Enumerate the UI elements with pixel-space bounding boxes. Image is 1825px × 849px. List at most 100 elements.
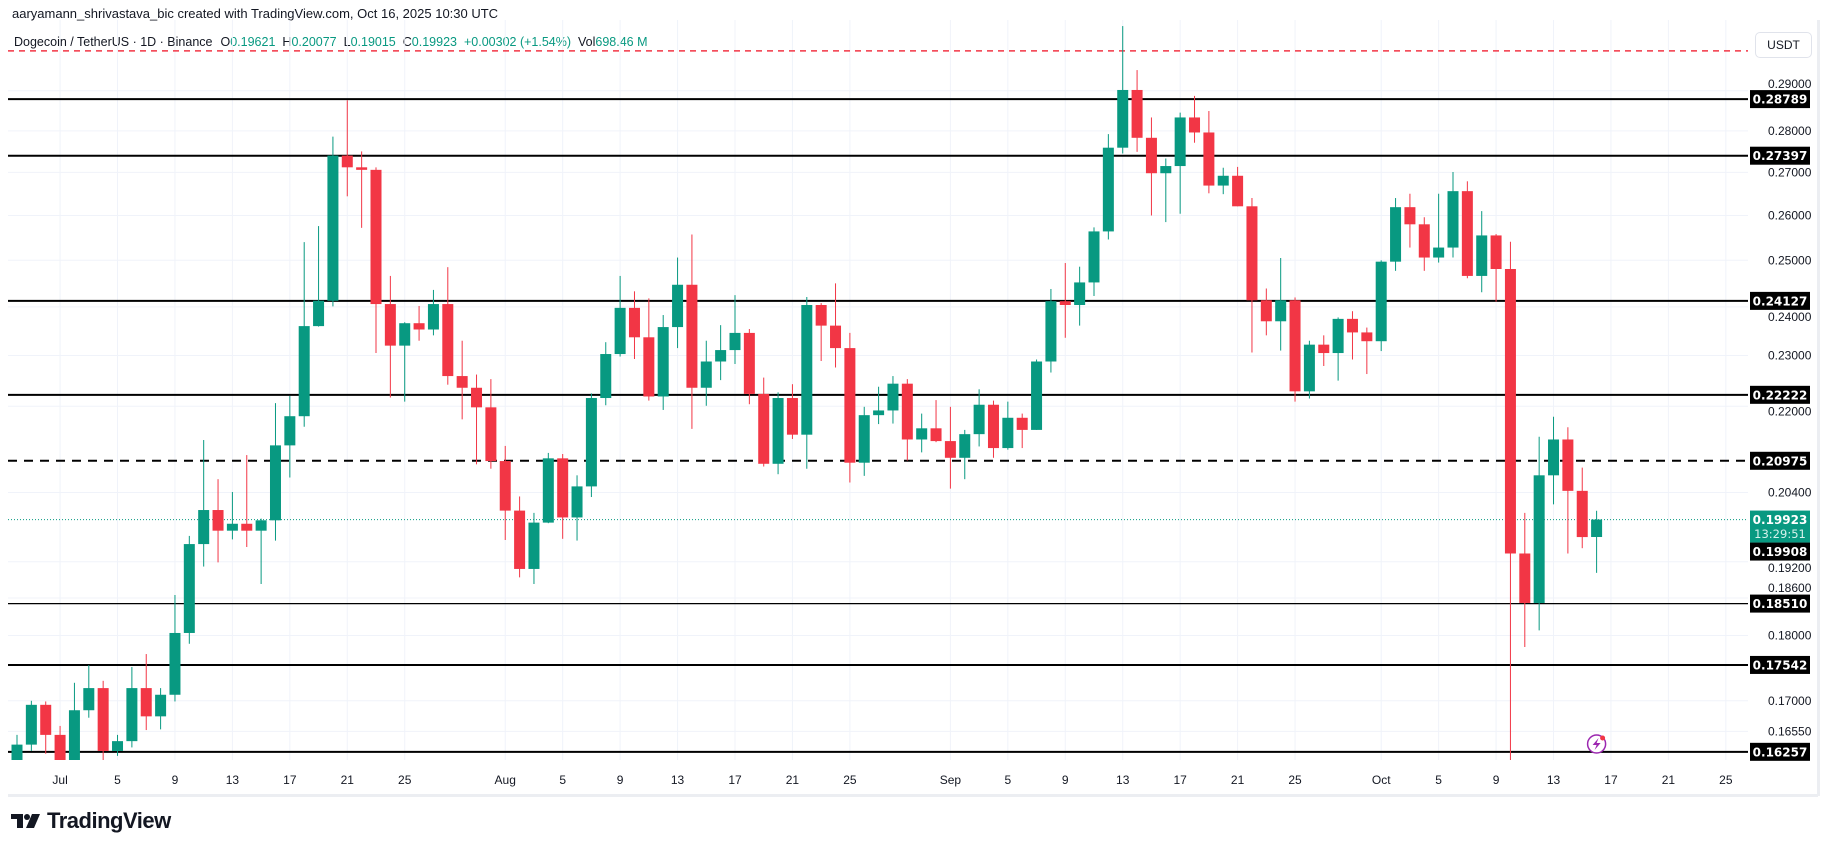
- candle-down: [815, 303, 827, 361]
- candle-up: [1433, 193, 1445, 263]
- candle-down: [499, 445, 511, 540]
- candle-up: [959, 429, 971, 480]
- level-price-label: 0.16257: [1750, 742, 1810, 761]
- candle-body: [1346, 318, 1358, 333]
- candle-body: [772, 398, 784, 464]
- candle-down: [1203, 111, 1215, 194]
- candle-body: [11, 744, 23, 760]
- candle-up: [729, 295, 741, 364]
- candle-up: [1303, 340, 1315, 399]
- candle-down: [413, 305, 425, 341]
- candle-down: [1576, 467, 1588, 549]
- candle-body: [786, 398, 798, 435]
- candle-body: [614, 307, 626, 355]
- extra-price-label-text: 0.19908: [1753, 545, 1808, 559]
- candle-up: [1332, 317, 1344, 381]
- candle-up: [585, 393, 597, 498]
- lightning-icon[interactable]: [1586, 734, 1607, 754]
- candle-down: [830, 283, 842, 368]
- high-value: 0.20077: [291, 35, 337, 49]
- level-price-label-bg: [1750, 451, 1810, 470]
- candle-down: [1346, 311, 1358, 360]
- candle-body: [112, 741, 124, 751]
- price-axis[interactable]: 0.29000 0.28000 0.27000 0.26000 0.25000 0.240…: [1750, 77, 1812, 761]
- candle-body: [413, 323, 425, 330]
- candle-body: [1160, 166, 1172, 174]
- candle-down: [471, 374, 483, 465]
- candle-body: [1461, 191, 1473, 276]
- candle-up: [327, 136, 339, 307]
- candle-up: [1160, 158, 1172, 223]
- candle-down: [356, 151, 368, 228]
- symbol-name[interactable]: Dogecoin / TetherUS · 1D · Binance: [14, 35, 213, 49]
- candle-body: [471, 387, 483, 408]
- candle-up: [887, 376, 899, 424]
- candle-body: [528, 522, 540, 569]
- candle-body: [1217, 175, 1229, 186]
- candle-body: [743, 332, 755, 394]
- price-tick-label: 0.23000: [1768, 349, 1812, 363]
- candle-up: [126, 667, 138, 748]
- time-tick-label: 9: [1493, 773, 1500, 787]
- candle-body: [542, 458, 554, 523]
- level-price-label: 0.24127: [1750, 291, 1810, 310]
- level-price-label-text: 0.27397: [1753, 149, 1808, 163]
- candle-body: [973, 404, 985, 435]
- candle-up: [255, 518, 267, 585]
- candle-body: [298, 326, 310, 417]
- candle-up: [1275, 258, 1287, 351]
- candle-body: [557, 458, 569, 518]
- candle-body: [628, 307, 640, 338]
- candle-down: [643, 298, 655, 401]
- candle-body: [126, 688, 138, 742]
- candle-up: [83, 665, 95, 718]
- current-price-bg: [1750, 510, 1810, 543]
- candle-body: [571, 486, 583, 518]
- candle-up: [269, 403, 281, 541]
- candle-down: [1145, 117, 1157, 216]
- volume-value: 698.46 M: [595, 35, 648, 49]
- candle-up: [1117, 26, 1129, 154]
- candle-body: [1562, 439, 1574, 491]
- currency-button[interactable]: USDT: [1755, 32, 1812, 58]
- candle-up: [858, 406, 870, 476]
- time-tick-label: Sep: [940, 773, 962, 787]
- candle-body: [1203, 132, 1215, 186]
- candle-up: [1533, 436, 1545, 631]
- logo-text: TradingView: [47, 808, 171, 833]
- candle-body: [169, 632, 181, 695]
- candle-down: [987, 400, 999, 458]
- time-tick-label: 9: [617, 773, 624, 787]
- candle-body: [40, 704, 52, 735]
- candle-body: [384, 304, 396, 346]
- candle-body: [1591, 519, 1603, 538]
- tradingview-logo: TradingView: [11, 808, 171, 834]
- candle-body: [959, 434, 971, 458]
- candle-up: [1002, 401, 1014, 450]
- candle-body: [916, 428, 928, 440]
- candle-body: [68, 710, 80, 760]
- time-axis[interactable]: Jul 5 9 13 17 21 25 Aug 5 9 13 17 21 25 Sep 5 9 13 17 21 25 O…: [52, 773, 1732, 787]
- candle-down: [384, 275, 396, 398]
- candle-down: [1246, 198, 1258, 353]
- candle-body: [830, 325, 842, 349]
- candle-up: [1390, 198, 1402, 271]
- candle-up: [11, 734, 23, 760]
- price-tick-label: 0.19200: [1768, 561, 1812, 575]
- candle-body: [212, 510, 224, 531]
- candle-body: [183, 544, 195, 633]
- candle-down: [1131, 70, 1143, 152]
- candle-body: [672, 284, 684, 328]
- candle-body: [1361, 332, 1373, 342]
- time-tick-label: 5: [114, 773, 121, 787]
- level-price-label: 0.27397: [1750, 146, 1810, 165]
- candle-body: [313, 300, 325, 327]
- candle-body: [1232, 175, 1244, 207]
- candle-up: [226, 491, 238, 540]
- time-tick-label: 17: [1173, 773, 1187, 787]
- candle-down: [944, 406, 956, 489]
- candle-down: [140, 654, 152, 731]
- time-tick-label: 9: [172, 773, 179, 787]
